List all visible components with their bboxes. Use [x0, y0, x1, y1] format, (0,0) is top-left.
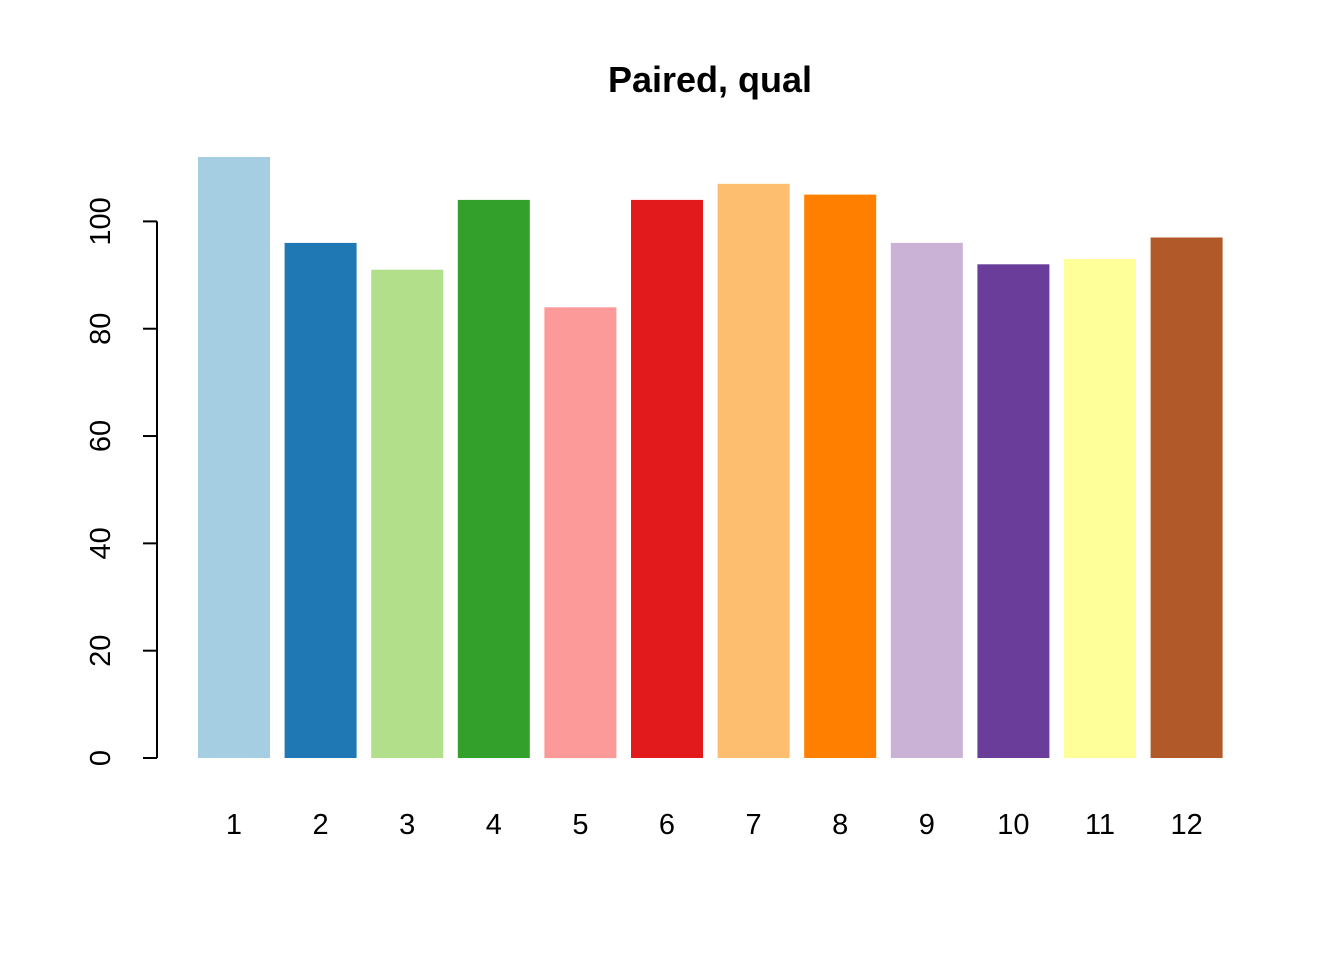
y-axis: 0 20 40 60 80 100: [85, 197, 158, 766]
bar-9: [890, 242, 963, 758]
x-tick-label: 6: [659, 809, 675, 841]
y-tick-label: 0: [85, 750, 117, 766]
x-tick-label: 1: [226, 809, 242, 841]
bar-5: [544, 307, 617, 759]
bar-10: [977, 264, 1050, 758]
x-tick-label: 10: [997, 809, 1029, 841]
chart-title: Paired, qual: [608, 59, 812, 100]
bar-2: [284, 242, 357, 758]
y-tick-label: 80: [85, 313, 117, 345]
y-tick-label: 40: [85, 527, 117, 559]
bar-12: [1150, 237, 1223, 758]
bar-series: [198, 157, 1223, 759]
bar-11: [1064, 259, 1136, 758]
x-tick-label: 11: [1085, 809, 1115, 841]
x-tick-label: 12: [1170, 809, 1202, 841]
y-tick-label: 60: [85, 420, 117, 452]
x-tick-label: 3: [399, 809, 415, 841]
x-tick-label: 5: [572, 809, 588, 841]
x-tick-label: 2: [313, 809, 329, 841]
bar-6: [631, 199, 703, 758]
y-tick-label: 100: [85, 197, 117, 245]
x-axis-labels: 1 2 3 4 5 6 7 8 9 10 11 12: [226, 809, 1203, 841]
bar-1: [198, 157, 270, 758]
x-tick-label: 9: [919, 809, 935, 841]
bar-4: [457, 199, 530, 758]
bar-3: [371, 269, 444, 758]
x-tick-label: 7: [746, 809, 762, 841]
bar-8: [804, 194, 877, 759]
x-tick-label: 8: [832, 809, 848, 841]
bar-7: [717, 183, 790, 759]
y-tick-label: 20: [85, 635, 117, 667]
x-tick-label: 4: [486, 809, 502, 841]
